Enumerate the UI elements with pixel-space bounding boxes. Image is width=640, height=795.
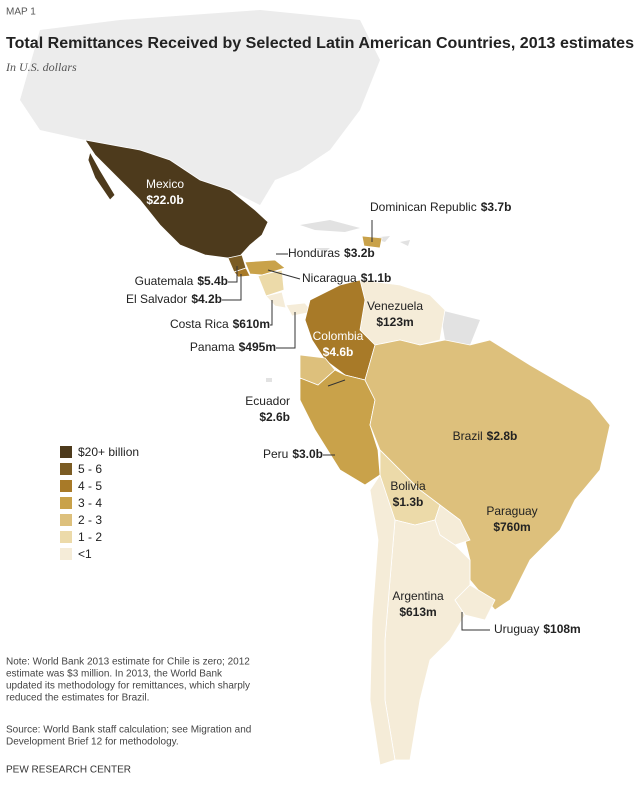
north-america	[20, 10, 380, 205]
country-name: Colombia	[313, 329, 364, 343]
country-label: Nicaragua $1.1b	[302, 271, 391, 285]
country-name: Mexico	[146, 177, 184, 191]
country-value: $3.7b	[481, 200, 512, 214]
country-label: Panama $495m	[190, 340, 276, 354]
legend-label: 1 - 2	[78, 530, 102, 544]
country-shape	[454, 584, 496, 621]
legend-swatch	[60, 446, 72, 458]
country-name: Guatemala	[135, 274, 194, 288]
country-label: Honduras $3.2b	[288, 246, 375, 260]
country-label: Guatemala $5.4b	[135, 274, 228, 288]
country-value: $495m	[239, 340, 276, 354]
country-value: $4.6b	[323, 345, 354, 359]
country-value: $613m	[399, 605, 436, 619]
map-label: MAP 1	[6, 7, 36, 18]
chile-shape	[369, 474, 396, 766]
legend-swatch	[60, 497, 72, 509]
labels: Mexico $22.0b Dominican Republic $3.7b Guate…	[126, 177, 581, 636]
note: reduced the estimates for Brazil.	[6, 693, 149, 704]
country-name: Nicaragua	[302, 271, 357, 285]
country-name: Argentina	[392, 589, 444, 603]
legend-swatch	[60, 514, 72, 526]
source: Source: World Bank staff calculation; se…	[6, 725, 251, 736]
caribbean	[300, 220, 410, 252]
country-shape	[87, 150, 116, 201]
country-label: Dominican Republic $3.7b	[370, 200, 511, 214]
country-value: $3.0b	[292, 447, 323, 461]
country-label: Uruguay $108m	[494, 622, 581, 636]
legend-label: 3 - 4	[78, 496, 102, 510]
country-name: Venezuela	[367, 299, 423, 313]
country-label: Brazil $2.8b	[453, 429, 518, 443]
legend-label: <1	[78, 547, 92, 561]
country-name: El Salvador	[126, 292, 187, 306]
legend-swatch	[60, 480, 72, 492]
country-name: Dominican Republic	[370, 200, 477, 214]
country-name: Uruguay	[494, 622, 539, 636]
legend: $20+ billion 5 - 6 4 - 5 3 - 4 2 - 3 1 - 2 <1	[60, 445, 139, 561]
country-name: Ecuador	[245, 394, 290, 408]
legend-label: 5 - 6	[78, 462, 102, 476]
country-name: Peru	[263, 447, 288, 461]
country-value: $123m	[376, 315, 413, 329]
country-value: $108m	[543, 622, 580, 636]
country-value: $760m	[493, 520, 530, 534]
leader-lines	[222, 220, 490, 631]
legend-swatch	[60, 548, 72, 560]
guianas	[266, 310, 480, 382]
legend-label: $20+ billion	[78, 445, 139, 459]
country-name: Bolivia	[390, 479, 426, 493]
country-name: Costa Rica	[170, 317, 229, 331]
country-value: $610m	[233, 317, 270, 331]
country-label: Peru $3.0b	[263, 447, 323, 461]
legend-swatch	[60, 463, 72, 475]
note: Note: World Bank 2013 estimate for Chile…	[6, 657, 250, 668]
country-value: $3.2b	[344, 246, 375, 260]
subtitle: In U.S. dollars	[5, 60, 77, 74]
legend-label: 2 - 3	[78, 513, 102, 527]
country-value: $22.0b	[146, 193, 183, 207]
country-value: $4.2b	[191, 292, 222, 306]
country-value: $2.6b	[259, 410, 290, 424]
country-name: Brazil	[453, 429, 483, 443]
country-value: $2.8b	[487, 429, 518, 443]
country-shape	[299, 369, 381, 486]
legend-label: 4 - 5	[78, 479, 102, 493]
note: estimate was $3 million. In 2013, the Wo…	[6, 669, 223, 680]
note: updated its methodology for remittances,…	[6, 681, 250, 692]
country-name: Honduras	[288, 246, 340, 260]
title: Total Remittances Received by Selected L…	[6, 35, 634, 52]
country-value: $1.1b	[361, 271, 392, 285]
footer: PEW RESEARCH CENTER	[6, 765, 131, 776]
country-value: $1.3b	[393, 495, 424, 509]
legend-swatch	[60, 531, 72, 543]
country-label: Costa Rica $610m	[170, 317, 270, 331]
source: Development Brief 12 for methodology.	[6, 737, 179, 748]
country-name: Panama	[190, 340, 235, 354]
country-label: El Salvador $4.2b	[126, 292, 222, 306]
country-name: Paraguay	[486, 504, 537, 518]
country-value: $5.4b	[197, 274, 228, 288]
country-shape	[384, 519, 471, 761]
countries	[84, 139, 611, 766]
